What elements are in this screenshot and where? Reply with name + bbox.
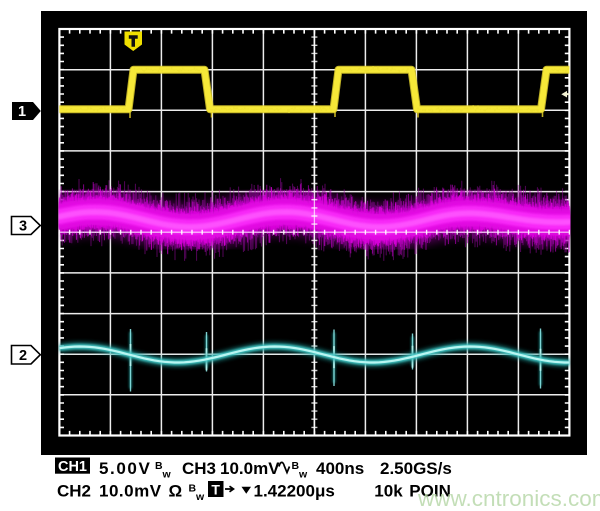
svg-text:2: 2	[19, 348, 27, 364]
svg-text:B: B	[189, 483, 197, 495]
svg-text:B: B	[292, 460, 300, 472]
svg-text:POIN: POIN	[409, 481, 451, 500]
svg-text:3: 3	[19, 219, 27, 235]
svg-text:5.00V: 5.00V	[99, 459, 151, 478]
svg-text:www.cntronics.com: www.cntronics.com	[417, 486, 600, 511]
svg-text:10.0mV: 10.0mV	[220, 459, 280, 478]
svg-text:w: w	[195, 491, 205, 503]
svg-text:1.42200μs: 1.42200μs	[254, 481, 335, 500]
svg-text:400ns: 400ns	[316, 459, 364, 478]
svg-text:T: T	[211, 481, 220, 497]
svg-text:w: w	[298, 469, 308, 481]
svg-text:CH2: CH2	[57, 481, 91, 500]
svg-text:10.0mV: 10.0mV	[99, 481, 162, 500]
svg-text:10k: 10k	[374, 481, 403, 500]
svg-text:w: w	[162, 469, 172, 481]
svg-text:Ω: Ω	[169, 481, 183, 500]
svg-text:B: B	[155, 460, 163, 472]
svg-text:CH3: CH3	[182, 459, 216, 478]
svg-text:1: 1	[18, 104, 26, 120]
svg-text:2.50GS/s: 2.50GS/s	[380, 459, 452, 478]
svg-text:CH1: CH1	[58, 459, 87, 475]
